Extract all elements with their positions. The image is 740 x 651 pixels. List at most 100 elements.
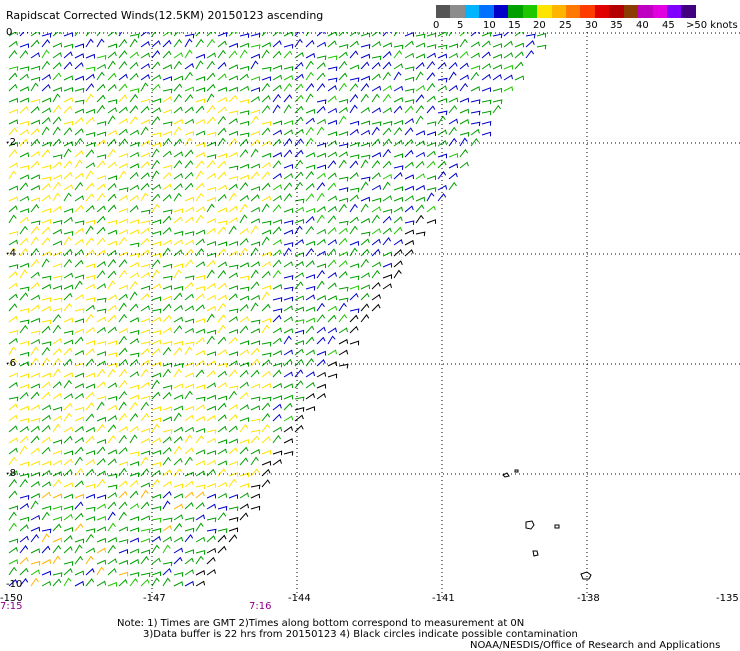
wind-barb — [140, 305, 150, 312]
wind-barb — [239, 286, 250, 292]
wind-barb — [173, 514, 183, 521]
wind-barb — [151, 517, 162, 523]
wind-barb — [85, 413, 95, 422]
wind-barb — [63, 347, 73, 356]
wind-barb — [151, 107, 161, 114]
wind-barb — [63, 358, 73, 367]
wind-barb — [151, 527, 162, 533]
wind-barb — [228, 110, 239, 116]
wind-barb — [283, 163, 294, 169]
wind-barb — [217, 32, 228, 37]
wind-barb — [305, 371, 315, 378]
wind-barb — [404, 99, 415, 104]
wind-barb — [393, 153, 403, 158]
wind-barb — [118, 218, 129, 224]
wind-barb — [162, 446, 172, 455]
wind-barb — [129, 33, 140, 39]
wind-barb — [107, 449, 118, 455]
wind-barb — [63, 61, 73, 70]
wind-barb — [63, 75, 74, 81]
wind-barb — [30, 548, 41, 554]
wind-barb — [305, 126, 314, 136]
wind-barb — [261, 285, 271, 290]
wind-barb — [404, 66, 415, 72]
wind-barb — [272, 239, 282, 246]
wind-barb — [129, 303, 139, 312]
wind-barb — [118, 413, 128, 422]
wind-barb — [261, 449, 272, 455]
wind-barb — [360, 106, 370, 114]
wind-barb — [349, 285, 359, 290]
wind-barb — [184, 231, 195, 236]
wind-barb — [239, 138, 249, 147]
wind-barb — [261, 324, 270, 334]
wind-barb — [118, 490, 128, 499]
scale-color-swatch — [638, 5, 653, 18]
wind-barb — [195, 502, 205, 510]
wind-barb — [74, 406, 85, 412]
wind-barb — [195, 293, 205, 301]
wind-barb — [283, 394, 294, 400]
wind-barb — [30, 294, 41, 301]
wind-barb — [393, 71, 402, 81]
wind-barb — [129, 291, 138, 301]
wind-barb — [250, 369, 260, 378]
wind-barb — [8, 403, 18, 411]
wind-barb — [96, 580, 107, 587]
wind-barb — [162, 567, 172, 576]
wind-barb — [162, 247, 171, 257]
wind-barb — [261, 396, 272, 402]
wind-barb — [41, 545, 51, 554]
wind-barb — [437, 85, 447, 92]
wind-barb — [52, 205, 62, 213]
wind-barb — [195, 98, 205, 103]
wind-barb — [459, 38, 468, 48]
wind-barb — [151, 259, 161, 268]
wind-barb — [195, 238, 205, 246]
wind-barb — [272, 434, 282, 444]
wind-barb — [118, 50, 128, 59]
wind-barb — [74, 501, 84, 510]
wind-barb — [195, 214, 204, 224]
wind-barb — [41, 49, 50, 59]
wind-barb — [140, 152, 151, 158]
wind-barb — [173, 412, 182, 422]
wind-barb — [107, 51, 117, 59]
wind-barb — [228, 351, 238, 356]
wind-barb — [30, 203, 40, 213]
wind-barb — [338, 227, 348, 235]
wind-barb — [294, 94, 304, 103]
wind-barb — [85, 383, 96, 389]
wind-barb — [294, 319, 305, 324]
wind-barb — [316, 392, 326, 400]
wind-barb — [118, 118, 128, 125]
wind-barb — [349, 194, 359, 202]
island-outline — [532, 550, 539, 557]
wind-barb — [283, 66, 294, 71]
wind-barb — [283, 305, 293, 312]
wind-barb — [349, 64, 360, 70]
wind-barb — [8, 490, 18, 499]
wind-barb — [140, 161, 150, 169]
wind-barb — [195, 404, 205, 411]
wind-barb — [360, 203, 369, 213]
wind-barb — [261, 460, 272, 466]
wind-barb — [107, 249, 117, 257]
wind-barb — [195, 32, 205, 37]
wind-barb — [228, 517, 239, 522]
wind-barb — [151, 50, 161, 59]
wind-barb — [217, 171, 227, 180]
wind-barb — [74, 538, 84, 544]
wind-barb — [173, 363, 184, 368]
wind-barb — [283, 296, 294, 302]
wind-barb — [283, 138, 293, 147]
wind-barb — [184, 447, 194, 455]
wind-barb — [74, 523, 84, 532]
wind-barb — [195, 152, 206, 158]
wind-barb — [140, 52, 150, 59]
wind-barb — [195, 384, 205, 390]
wind-barb — [250, 435, 260, 444]
wind-barb — [74, 512, 84, 521]
wind-barb — [184, 414, 194, 422]
wind-barb — [85, 38, 94, 48]
